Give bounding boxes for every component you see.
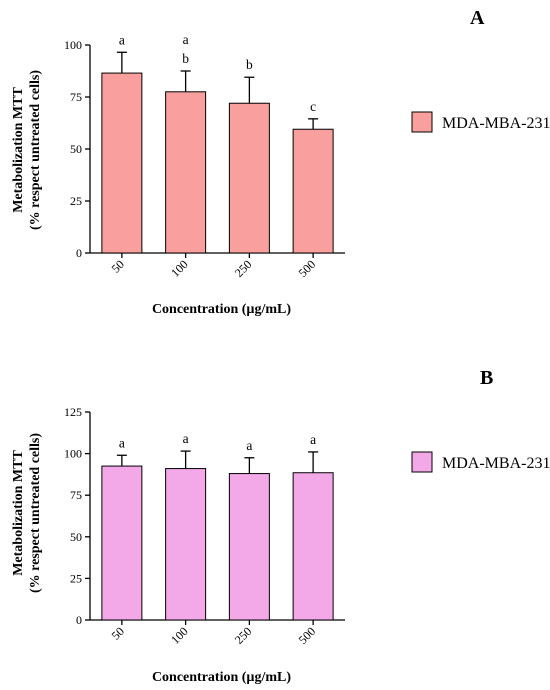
x-axis-title: Concentration (µg/mL) xyxy=(152,302,291,317)
bar xyxy=(292,472,334,621)
x-tick-label: 250 xyxy=(232,257,255,280)
y-tick-label: 50 xyxy=(70,142,82,156)
x-tick-label: 250 xyxy=(232,624,255,647)
y-tick-label: 125 xyxy=(64,405,82,419)
bar xyxy=(228,473,270,621)
bar xyxy=(292,128,334,254)
y-tick-label: 100 xyxy=(64,38,82,52)
y-axis-title-line1: Metabolization MTT xyxy=(11,87,26,213)
x-tick-label: 100 xyxy=(168,624,191,647)
y-axis-title-line1: Metabolization MTT xyxy=(11,450,26,576)
legend-swatch xyxy=(411,451,433,473)
bar xyxy=(165,91,207,254)
significance-label: a xyxy=(119,435,125,450)
significance-label: a xyxy=(310,432,316,447)
significance-label: b xyxy=(246,57,253,72)
x-tick-label: 50 xyxy=(109,257,127,275)
y-tick-label: 25 xyxy=(70,194,82,208)
bar xyxy=(228,102,270,254)
y-axis-title-line2: (% respect untreated cells) xyxy=(28,70,43,230)
y-tick-label: 25 xyxy=(70,571,82,585)
y-tick-label: 75 xyxy=(70,90,82,104)
y-axis-title-line2: (% respect untreated cells) xyxy=(28,433,43,593)
x-axis-title: Concentration (µg/mL) xyxy=(152,670,291,685)
x-tick-label: 500 xyxy=(296,257,319,280)
significance-label: c xyxy=(310,99,316,114)
panel-label: A xyxy=(470,7,485,29)
panel-label: B xyxy=(480,367,493,389)
legend-swatch xyxy=(411,111,433,133)
y-tick-label: 50 xyxy=(70,530,82,544)
significance-label: a xyxy=(119,32,125,47)
x-tick-label: 50 xyxy=(109,624,127,642)
significance-label: a xyxy=(183,431,189,446)
bar xyxy=(101,465,143,621)
significance-label: b xyxy=(182,51,189,66)
legend-label: MDA-MBA-231 xyxy=(442,455,550,472)
x-tick-label: 500 xyxy=(296,624,319,647)
y-tick-label: 0 xyxy=(76,246,82,260)
y-tick-label: 0 xyxy=(76,613,82,627)
x-tick-label: 100 xyxy=(168,257,191,280)
significance-label: a xyxy=(183,32,189,47)
bar xyxy=(165,468,207,621)
y-tick-label: 75 xyxy=(70,488,82,502)
legend-label: MDA-MBA-231 xyxy=(442,115,550,132)
significance-label: a xyxy=(246,438,252,453)
bar xyxy=(101,72,143,254)
y-tick-label: 100 xyxy=(64,447,82,461)
